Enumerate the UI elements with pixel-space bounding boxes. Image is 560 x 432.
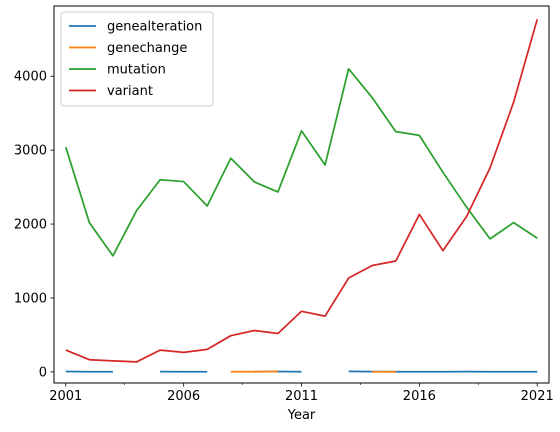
data-point-mutation-2006: [183, 181, 184, 182]
data-point-genechange-2010: [277, 371, 278, 372]
data-point-variant-2020: [513, 102, 514, 103]
legend-label: genealteration: [107, 20, 202, 35]
data-point-genealteration-2006: [183, 371, 184, 372]
data-point-mutation-2019: [489, 238, 490, 239]
series-lines: [64, 19, 539, 373]
data-point-variant-2012: [324, 316, 325, 317]
data-point-variant-2004: [136, 361, 137, 362]
data-point-mutation-2015: [395, 131, 396, 132]
data-point-genechange-2008: [230, 371, 231, 372]
data-point-genealteration-2017: [442, 371, 443, 372]
data-point-variant-2001: [65, 350, 66, 351]
data-point-mutation-2017: [442, 172, 443, 173]
series-line-variant: [65, 19, 539, 363]
data-point-variant-2019: [489, 167, 490, 168]
x-tick-label: 2011: [285, 389, 318, 404]
data-point-variant-2003: [112, 360, 113, 361]
data-point-variant-2010: [277, 333, 278, 334]
data-point-mutation-2014: [372, 97, 373, 98]
data-point-genealteration-2018: [466, 371, 467, 372]
data-point-mutation-2003: [112, 255, 113, 256]
data-point-mutation-2008: [230, 158, 231, 159]
legend-item-genechange: genechange: [69, 41, 187, 56]
data-point-variant-2013: [348, 277, 349, 278]
data-point-genealteration-2005: [159, 371, 160, 372]
data-point-mutation-2001: [65, 147, 66, 148]
data-point-genealteration-2011: [301, 371, 302, 372]
series-variant: [65, 19, 539, 363]
data-point-mutation-2012: [324, 164, 325, 165]
x-axis-title: Year: [287, 408, 316, 423]
y-tick-label: 0: [39, 365, 47, 380]
data-point-genealteration-2019: [489, 371, 490, 372]
data-point-variant-2011: [301, 311, 302, 312]
x-tick-label: 2016: [403, 389, 436, 404]
data-point-mutation-2005: [159, 179, 160, 180]
data-point-genechange-2015: [395, 371, 396, 372]
data-point-mutation-2004: [136, 210, 137, 211]
legend-label: variant: [107, 84, 153, 99]
series-genealteration: [65, 370, 538, 373]
data-point-variant-2017: [442, 250, 443, 251]
data-point-genealteration-2020: [513, 371, 514, 372]
y-tick-label: 1000: [14, 291, 47, 306]
axis-ticks: 2001 2006 2011 2016 2021 0 1000 2000 3000 4000: [14, 70, 554, 404]
data-point-genealteration-2016: [419, 371, 420, 372]
data-point-mutation-2010: [277, 191, 278, 192]
series-line-mutation: [64, 67, 538, 257]
data-point-genealteration-2003: [112, 371, 113, 372]
data-point-mutation-2021: [537, 238, 538, 239]
legend-label: mutation: [107, 63, 166, 78]
series-genechange: [230, 370, 396, 373]
data-point-variant-2016: [419, 214, 420, 215]
data-point-mutation-2020: [513, 222, 514, 223]
legend-item-mutation: mutation: [69, 63, 166, 78]
data-point-variant-2008: [230, 335, 231, 336]
data-point-genealteration-2007: [207, 371, 208, 372]
x-tick-label: 2006: [167, 389, 200, 404]
data-point-genealteration-2001: [65, 371, 66, 372]
data-point-variant-2009: [254, 330, 255, 331]
y-tick-label: 2000: [14, 218, 47, 233]
data-point-mutation-2009: [254, 181, 255, 182]
data-point-variant-2021: [537, 19, 538, 20]
data-point-mutation-2013: [348, 68, 349, 69]
data-point-genealteration-2013: [348, 371, 349, 372]
data-point-mutation-2018: [466, 206, 467, 207]
data-point-variant-2007: [207, 349, 208, 350]
data-point-variant-2002: [89, 359, 90, 360]
data-point-mutation-2011: [301, 130, 302, 131]
data-point-mutation-2007: [207, 205, 208, 206]
y-tick-label: 4000: [14, 70, 47, 85]
y-tick-label: 3000: [14, 144, 47, 159]
legend-label: genechange: [107, 41, 187, 56]
data-point-variant-2015: [395, 260, 396, 261]
series-mutation: [64, 67, 538, 257]
data-point-variant-2014: [372, 265, 373, 266]
data-point-mutation-2002: [89, 222, 90, 223]
data-point-variant-2018: [466, 216, 467, 217]
data-point-genealteration-2021: [537, 371, 538, 372]
data-point-genealteration-2002: [89, 371, 90, 372]
data-point-genechange-2009: [254, 371, 255, 372]
data-point-mutation-2016: [419, 135, 420, 136]
legend-item-genealteration: genealteration: [69, 20, 202, 35]
x-tick-label: 2001: [49, 389, 82, 404]
legend-item-variant: variant: [69, 84, 153, 99]
x-tick-label: 2021: [521, 389, 554, 404]
legend-frame: [60, 11, 214, 107]
data-point-genechange-2014: [372, 371, 373, 372]
legend: genealteration genechange mutation variant: [60, 11, 214, 107]
data-point-variant-2006: [183, 352, 184, 353]
data-point-variant-2005: [159, 350, 160, 351]
